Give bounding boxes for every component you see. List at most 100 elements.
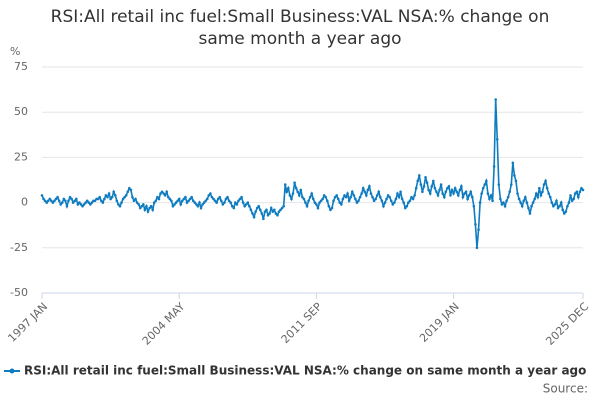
- point: [109, 197, 112, 201]
- point: [558, 204, 561, 208]
- point: [530, 204, 533, 208]
- point: [386, 194, 390, 197]
- point: [310, 192, 314, 195]
- point: [480, 192, 483, 195]
- point: [503, 204, 507, 208]
- point: [450, 188, 454, 192]
- point: [287, 186, 290, 190]
- point: [497, 183, 501, 186]
- point: [84, 201, 87, 204]
- point: [246, 201, 250, 204]
- point: [207, 194, 211, 197]
- point: [509, 183, 513, 186]
- point: [318, 201, 321, 204]
- point: [556, 206, 560, 210]
- point: [577, 195, 580, 199]
- point: [294, 186, 298, 190]
- point: [366, 188, 370, 192]
- point: [299, 188, 303, 192]
- point: [460, 185, 463, 188]
- point: [357, 199, 360, 203]
- point: [99, 199, 103, 203]
- point: [76, 203, 80, 206]
- point: [340, 203, 343, 206]
- point: [486, 192, 490, 195]
- point: [467, 194, 471, 197]
- point: [243, 204, 246, 208]
- point: [489, 194, 493, 197]
- point: [474, 222, 477, 226]
- point: [173, 203, 176, 206]
- y-tick-label: -50: [10, 286, 28, 299]
- point: [143, 208, 147, 212]
- point: [475, 246, 479, 250]
- point: [399, 190, 402, 194]
- point: [71, 201, 75, 204]
- point: [196, 204, 200, 208]
- point: [344, 195, 348, 199]
- point: [541, 190, 544, 194]
- point: [438, 188, 441, 192]
- x-tick-label: 2025 DEC: [543, 300, 591, 348]
- point: [559, 201, 563, 204]
- point: [463, 192, 466, 195]
- point: [361, 186, 365, 190]
- point: [513, 174, 516, 177]
- point: [160, 190, 164, 194]
- point: [179, 203, 183, 206]
- point: [53, 199, 56, 203]
- point: [422, 185, 426, 188]
- point: [254, 210, 257, 213]
- point: [531, 201, 535, 204]
- point: [536, 195, 540, 199]
- point: [59, 203, 63, 206]
- point: [285, 190, 289, 194]
- point: [505, 199, 508, 203]
- point: [327, 204, 331, 208]
- point: [321, 197, 324, 201]
- point: [195, 203, 198, 206]
- point: [492, 165, 496, 168]
- x-tick-label: 1997 JAN: [5, 300, 50, 345]
- point: [346, 192, 349, 195]
- point: [121, 197, 125, 201]
- point: [234, 201, 237, 204]
- point: [414, 186, 418, 190]
- point: [405, 204, 409, 208]
- point: [237, 199, 240, 203]
- point: [257, 204, 261, 208]
- point: [304, 201, 307, 204]
- point: [290, 197, 293, 201]
- point: [244, 203, 248, 206]
- point: [407, 201, 410, 204]
- point: [126, 190, 130, 194]
- point: [73, 199, 77, 203]
- point: [316, 206, 320, 210]
- point: [555, 199, 558, 203]
- point: [389, 199, 393, 203]
- point: [117, 203, 120, 206]
- point: [552, 204, 555, 208]
- point: [444, 190, 448, 194]
- point: [350, 190, 354, 194]
- point: [291, 192, 295, 195]
- point: [371, 195, 374, 199]
- y-tick-label: 0: [21, 196, 28, 209]
- point: [219, 199, 223, 203]
- point: [60, 201, 64, 204]
- point: [198, 201, 201, 204]
- point: [296, 190, 299, 194]
- point: [115, 199, 119, 203]
- point: [372, 199, 376, 203]
- point: [79, 203, 83, 206]
- point: [181, 199, 184, 203]
- point: [265, 208, 268, 212]
- point: [137, 203, 140, 206]
- point: [252, 215, 256, 219]
- point: [494, 98, 497, 101]
- point: [455, 190, 459, 194]
- point: [500, 203, 504, 206]
- point: [385, 197, 388, 201]
- point: [567, 201, 571, 204]
- point: [90, 201, 94, 204]
